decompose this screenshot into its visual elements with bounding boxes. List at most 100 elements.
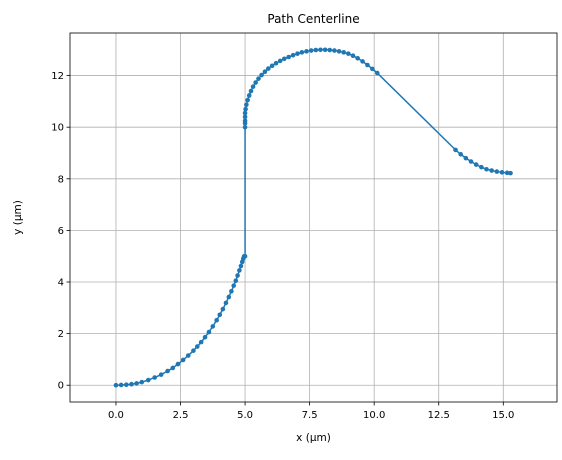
data-point [453,147,458,153]
data-point [210,324,216,329]
data-point [489,168,494,173]
y-tick-label: 8 [58,174,64,185]
data-point [123,382,129,388]
data-point [250,84,256,89]
data-point [282,56,287,62]
data-point [295,51,300,56]
data-point [266,66,271,71]
y-tick-label: 4 [58,278,64,289]
data-point [365,62,370,68]
data-point [308,48,314,53]
data-point [318,47,323,53]
data-point [206,329,212,335]
x-tick-label: 12.5 [428,410,450,421]
data-point [508,170,513,176]
data-point [165,368,170,374]
data-point [238,263,244,269]
plot-frame [69,32,558,403]
data-point [246,93,252,98]
data-point [313,47,319,53]
data-point [233,278,239,284]
data-point [152,375,157,380]
series-line [115,49,511,386]
data-point [242,114,248,120]
y-tick-label: 2 [58,329,64,340]
y-tick-label: 6 [58,226,64,237]
data-point [244,102,249,108]
data-point [185,353,191,358]
x-tick-label: 5.0 [237,410,253,421]
y-tick-label: 12 [51,71,64,82]
data-point [242,124,248,130]
x-tick-label: 2.5 [173,410,189,421]
data-point [180,357,186,363]
data-point [231,283,237,288]
data-point [374,70,380,76]
data-point [195,344,200,349]
data-point [458,151,463,157]
data-point [226,294,232,300]
data-point [129,381,134,387]
data-point [273,60,279,66]
x-tick-label: 7.5 [302,410,318,421]
data-point [259,72,264,78]
y-axis-label: y (µm) [12,200,24,235]
data-point [479,164,484,170]
data-point [198,339,204,345]
data-point [229,289,234,294]
data-point [235,273,240,278]
data-point [341,50,347,55]
data-point [118,382,124,388]
x-tick-label: 10.0 [363,410,385,421]
x-tick-label: 0.0 [108,410,124,421]
data-point [242,253,248,259]
data-point [269,63,275,69]
data-point [360,59,365,64]
data-point [277,58,283,64]
data-point [214,317,219,323]
x-tick-label: 15.0 [492,410,514,421]
data-point [175,361,181,367]
data-point [245,97,250,103]
data-point [473,162,479,167]
y-tick-label: 0 [58,381,64,392]
data-point [336,49,342,54]
axis-ticks: 0.0 2.5 5.0 7.5 10.0 12.5 15.0 0 2 4 6 8 10 12 [51,71,514,421]
series-path-centerline [113,47,513,388]
data-point [243,106,248,112]
data-point [242,110,248,116]
data-point [299,50,305,55]
data-point [346,51,351,56]
data-point [350,53,356,59]
data-point [242,118,248,124]
data-point [202,334,208,340]
data-point [355,55,360,61]
data-point [327,47,333,53]
data-point [237,268,242,273]
data-point [290,52,296,58]
data-point [145,377,151,383]
data-point [504,170,510,176]
data-point [484,166,489,172]
data-point [158,372,164,377]
data-point [191,348,196,353]
chart-title: Path Centerline [267,12,359,26]
data-point [262,69,268,75]
data-point [468,159,474,164]
y-tick-label: 10 [51,123,64,134]
data-point [220,306,226,312]
data-point [223,300,229,306]
x-axis-label: x (µm) [296,432,331,444]
data-point [256,76,261,81]
data-point [113,382,119,388]
data-point [217,312,223,318]
data-point [370,66,375,72]
data-point [248,88,254,94]
data-point [322,47,328,53]
data-point [253,80,258,85]
data-point [304,49,309,54]
data-point [463,155,469,161]
data-point [494,169,500,174]
